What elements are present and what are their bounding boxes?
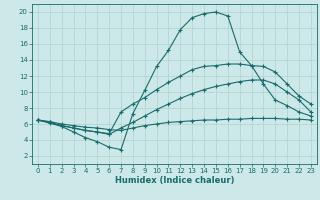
X-axis label: Humidex (Indice chaleur): Humidex (Indice chaleur) [115,176,234,185]
